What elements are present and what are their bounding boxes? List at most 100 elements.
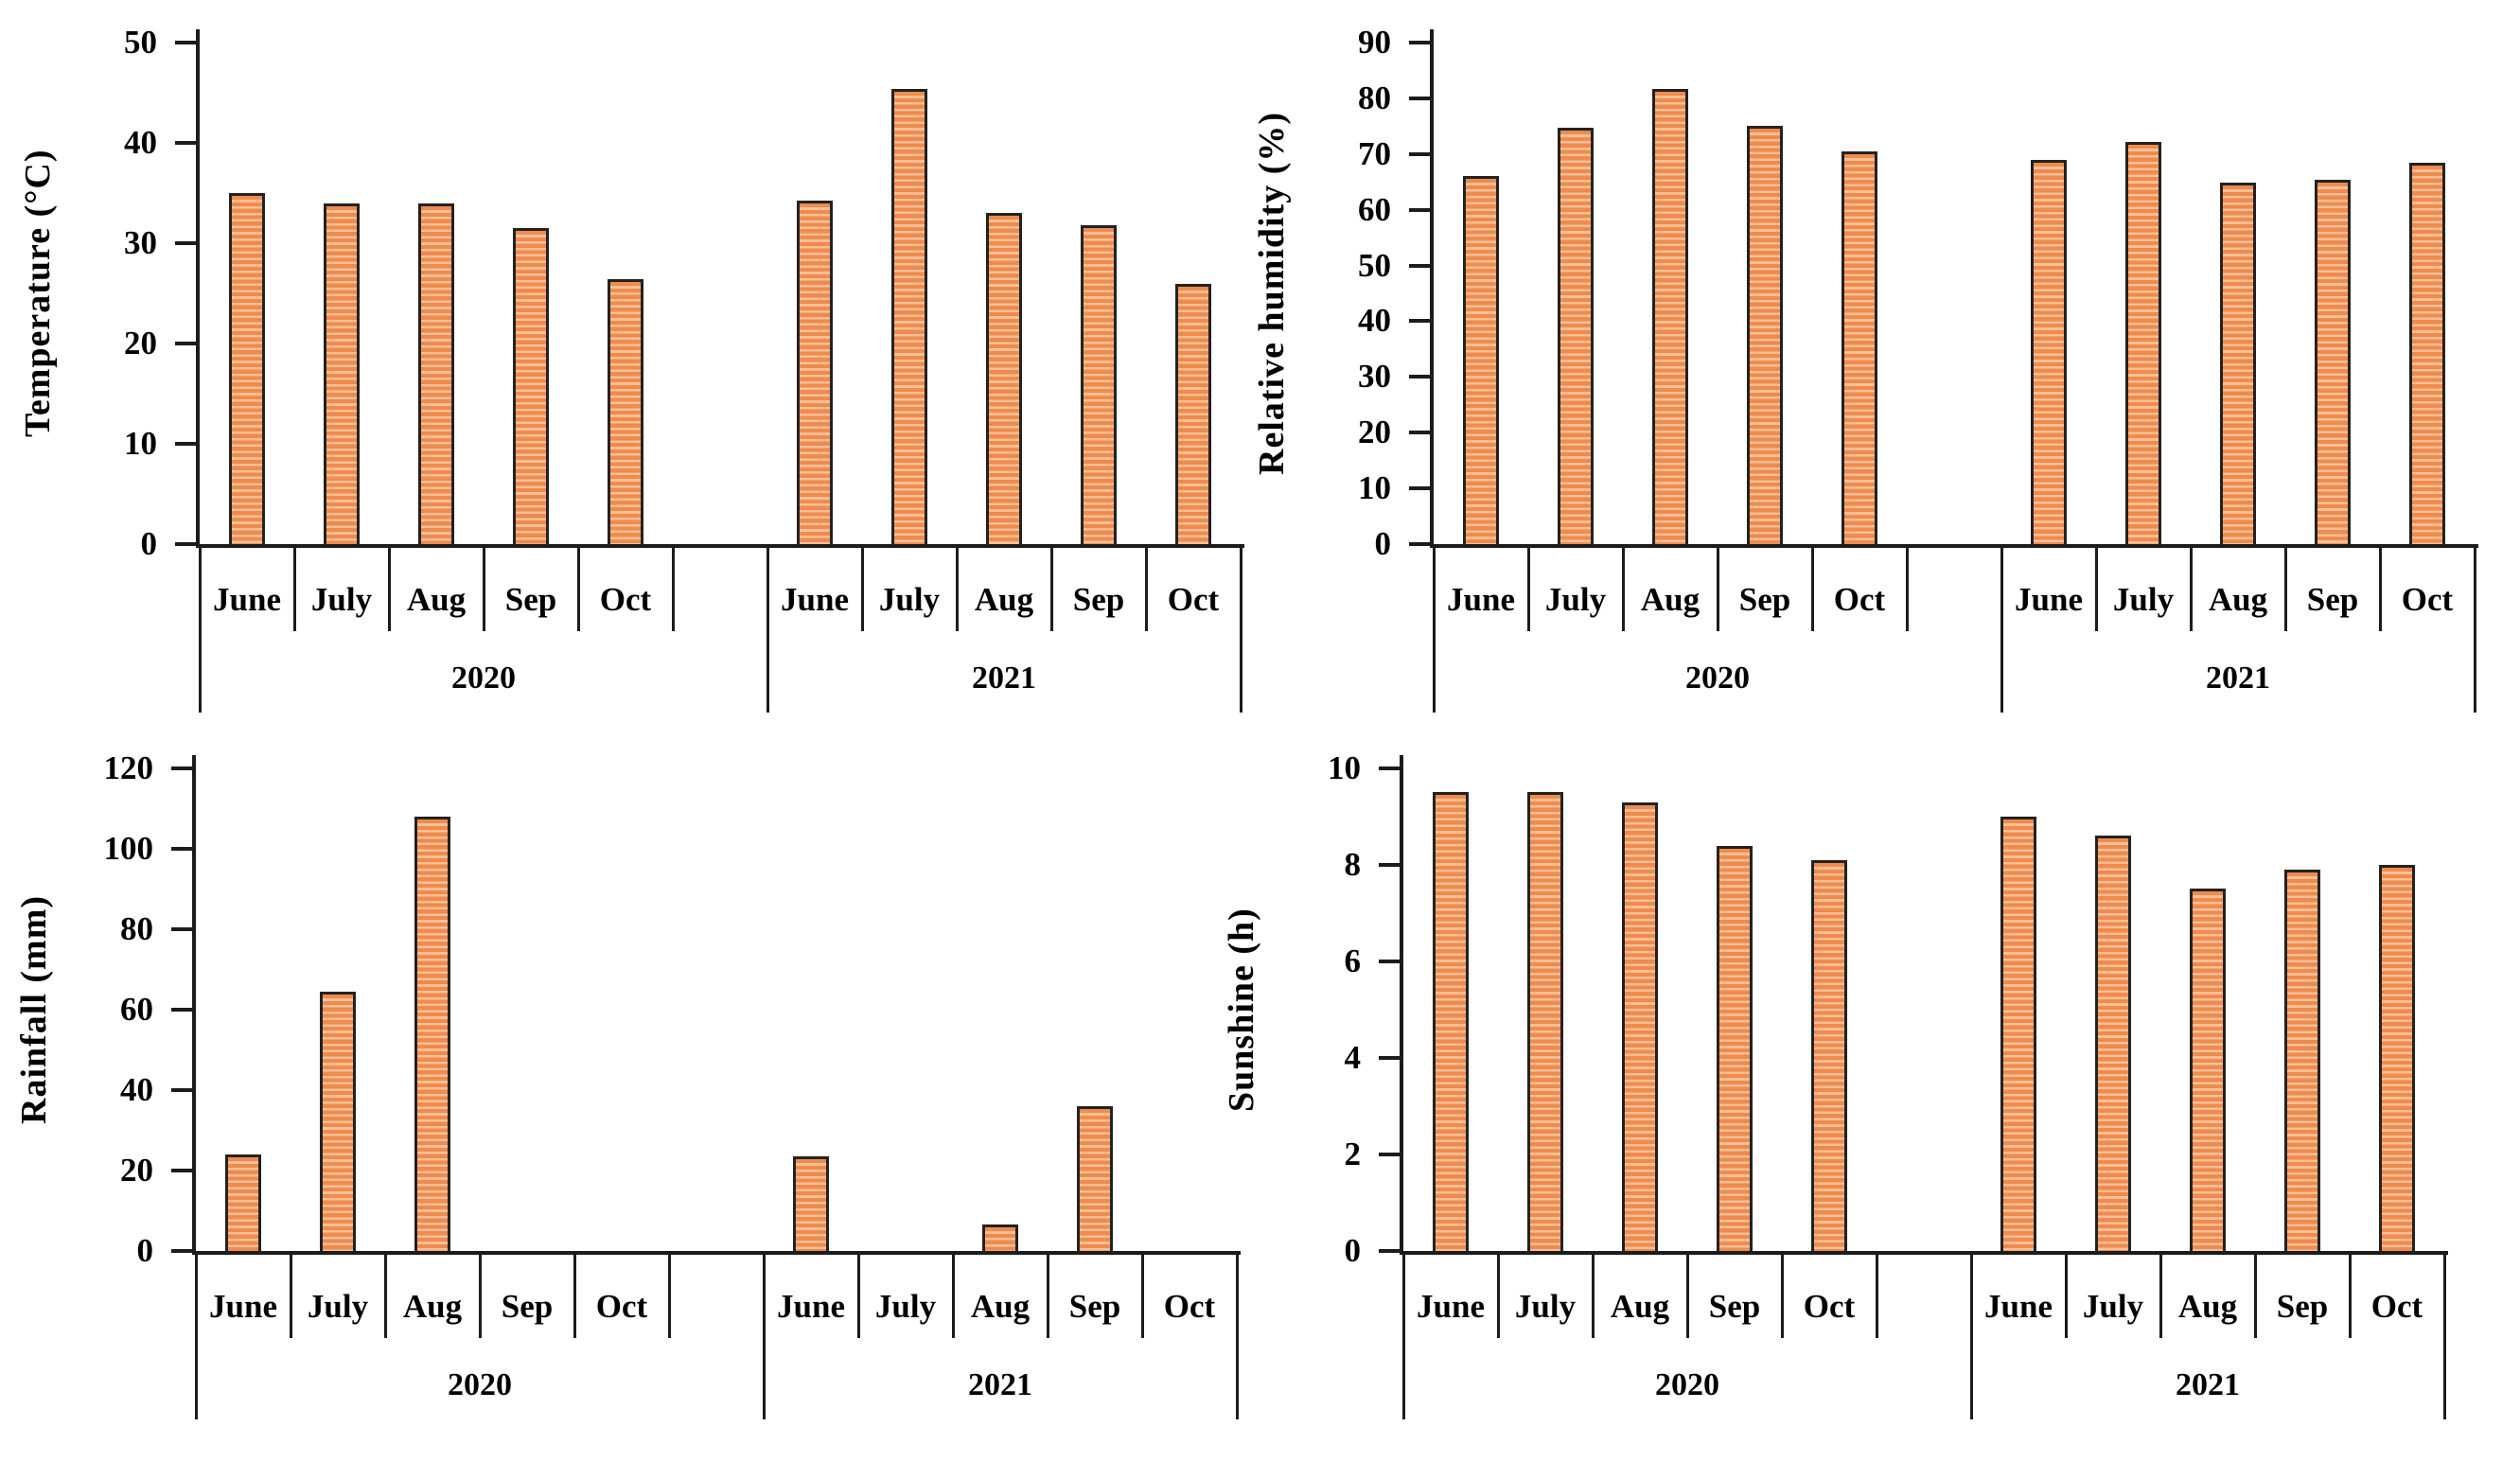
bar-sunshine-2021-july — [2095, 836, 2131, 1251]
bar-relative-humidity-2021-sep — [2315, 180, 2351, 544]
group-divider — [1970, 1255, 1973, 1419]
bar-rainfall-2021-june — [793, 1156, 829, 1251]
bar-relative-humidity-2021-aug — [2220, 183, 2256, 544]
group-divider — [2443, 1255, 2446, 1419]
y-tick-mark — [171, 1088, 192, 1092]
category-divider — [1497, 1255, 1500, 1338]
bar-temperature-2020-june — [229, 193, 265, 544]
month-label-2020-sep: Sep — [1708, 1288, 1761, 1325]
category-divider — [1527, 548, 1530, 631]
bar-relative-humidity-2021-oct — [2409, 163, 2445, 544]
group-divider — [1236, 1255, 1239, 1419]
bar-temperature-2020-aug — [418, 203, 454, 544]
bar-temperature-2021-june — [797, 201, 833, 544]
month-label-2020-july: July — [1514, 1288, 1577, 1325]
category-divider — [1781, 1255, 1784, 1338]
month-label-2021-june: June — [777, 1288, 845, 1325]
bar-sunshine-2021-oct — [2379, 865, 2415, 1251]
y-tick-mark — [175, 442, 196, 446]
year-label-2020: 2020 — [1655, 1367, 1719, 1402]
year-label-2021: 2021 — [2176, 1367, 2240, 1402]
y-tick-mark — [1379, 1153, 1400, 1156]
month-label-2020-june: June — [213, 581, 281, 618]
y-tick-label: 0 — [1344, 1232, 1362, 1269]
y-axis-line — [1400, 755, 1403, 1255]
bar-sunshine-2020-june — [1433, 792, 1469, 1251]
y-tick-label: 120 — [103, 749, 154, 786]
x-axis-line — [196, 544, 1244, 548]
y-tick-mark — [1379, 1056, 1400, 1060]
y-tick-label: 0 — [1374, 525, 1392, 562]
month-label-2020-sep: Sep — [504, 581, 557, 618]
y-tick-label: 10 — [124, 425, 157, 462]
bar-relative-humidity-2020-oct — [1842, 151, 1877, 544]
y-tick-mark — [171, 847, 192, 851]
bar-temperature-2021-aug — [986, 213, 1022, 544]
group-divider — [1433, 548, 1436, 713]
y-tick-label: 30 — [1358, 358, 1391, 396]
y-tick-mark — [175, 141, 196, 145]
year-label-2020: 2020 — [1685, 661, 1750, 696]
year-label-2020: 2020 — [448, 1367, 512, 1402]
y-tick-label: 50 — [1358, 246, 1391, 284]
y-tick-label: 80 — [1358, 79, 1391, 116]
month-label-2020-oct: Oct — [1803, 1288, 1856, 1325]
x-axis-line — [192, 1251, 1241, 1255]
month-label-2020-aug: Aug — [406, 581, 467, 618]
bar-temperature-2020-july — [324, 203, 360, 544]
y-tick-mark — [1409, 96, 1430, 100]
month-label-2021-july: July — [2112, 581, 2175, 618]
category-divider — [952, 1255, 955, 1338]
category-divider — [577, 548, 580, 631]
month-label-2020-oct: Oct — [599, 581, 652, 618]
y-tick-mark — [175, 542, 196, 546]
y-tick-label: 20 — [1358, 414, 1391, 451]
y-tick-label: 80 — [120, 910, 153, 947]
y-tick-mark — [1409, 431, 1430, 435]
month-label-2021-june: June — [2015, 581, 2083, 618]
category-divider — [1047, 1255, 1049, 1338]
y-tick-label: 50 — [124, 24, 157, 61]
category-divider — [672, 548, 675, 631]
bar-rainfall-2021-sep — [1077, 1106, 1113, 1251]
y-tick-label: 10 — [1358, 469, 1391, 507]
year-label-2021: 2021 — [2206, 661, 2270, 696]
category-divider — [1906, 548, 1909, 631]
category-divider — [573, 1255, 576, 1338]
month-label-2020-aug: Aug — [1610, 1288, 1670, 1325]
category-divider — [1145, 548, 1148, 631]
month-label-2020-june: June — [1447, 581, 1515, 618]
month-label-2020-june: June — [1417, 1288, 1485, 1325]
y-axis-line — [196, 29, 200, 548]
y-tick-label: 60 — [1358, 190, 1391, 228]
y-tick-label: 6 — [1344, 942, 1362, 979]
y-tick-label: 8 — [1344, 846, 1362, 883]
bar-sunshine-2021-june — [2000, 817, 2036, 1251]
category-divider — [2190, 548, 2193, 631]
category-divider — [384, 1255, 387, 1338]
month-label-2021-aug: Aug — [2177, 1288, 2238, 1325]
y-tick-label: 0 — [136, 1232, 154, 1269]
bar-relative-humidity-2020-sep — [1747, 126, 1783, 544]
category-divider — [2065, 1255, 2068, 1338]
bar-relative-humidity-2020-june — [1463, 176, 1499, 544]
y-tick-label: 100 — [103, 830, 154, 867]
category-divider — [1686, 1255, 1689, 1338]
month-label-2021-sep: Sep — [2276, 1288, 2329, 1325]
y-tick-mark — [1409, 319, 1430, 324]
bar-temperature-2020-oct — [608, 279, 643, 544]
bar-rainfall-2021-aug — [982, 1224, 1018, 1251]
bar-temperature-2021-july — [891, 89, 927, 544]
y-tick-mark — [1409, 486, 1430, 491]
category-divider — [1592, 1255, 1595, 1338]
bar-rainfall-2020-aug — [414, 817, 450, 1251]
bar-sunshine-2020-july — [1527, 792, 1563, 1251]
category-divider — [290, 1255, 292, 1338]
bar-relative-humidity-2021-july — [2125, 142, 2161, 544]
y-tick-label: 40 — [120, 1071, 153, 1108]
category-divider — [2379, 548, 2382, 631]
month-label-2020-oct: Oct — [1833, 581, 1886, 618]
